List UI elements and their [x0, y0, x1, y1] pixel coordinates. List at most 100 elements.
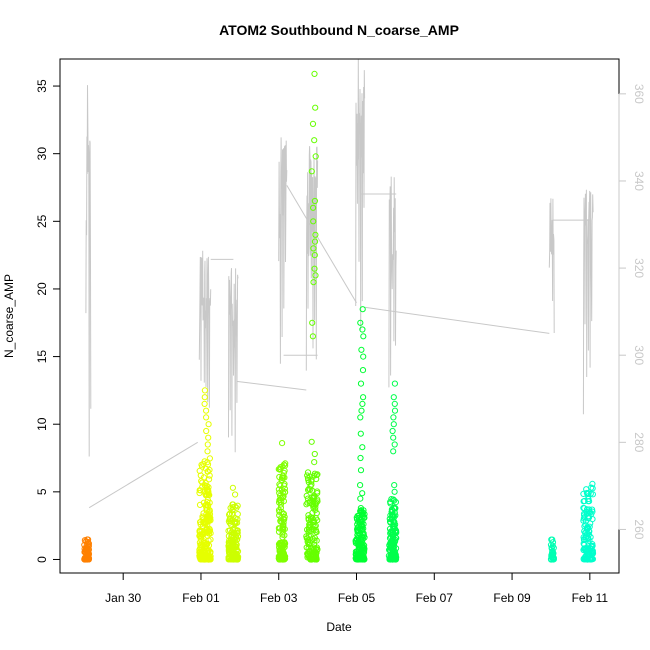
x-axis: Jan 30 Feb 01 Feb 03 Feb 05 Feb 07 Feb 09 Feb … — [105, 572, 608, 605]
data-point — [581, 514, 588, 521]
data-point — [589, 542, 596, 549]
point-cluster — [196, 387, 214, 563]
data-point — [304, 469, 312, 476]
data-point — [311, 548, 318, 555]
data-point — [312, 153, 319, 160]
data-point — [358, 533, 365, 540]
data-point — [310, 204, 317, 211]
y-tick-label: 0 — [35, 556, 49, 563]
data-point — [354, 531, 361, 539]
data-point — [204, 441, 211, 448]
secondary-line-burst — [85, 85, 92, 457]
y-axis: 0 5 10 15 20 25 30 35 — [35, 79, 61, 563]
data-point — [206, 466, 213, 473]
data-point — [81, 541, 88, 549]
data-point — [85, 536, 92, 543]
data-point — [308, 544, 315, 551]
data-point — [234, 502, 241, 509]
y2-tick-label: 300 — [632, 345, 646, 365]
data-point — [230, 525, 237, 533]
data-point — [206, 455, 213, 462]
data-point — [388, 543, 395, 550]
data-point — [311, 265, 318, 272]
data-point — [203, 492, 211, 499]
data-point — [204, 448, 211, 455]
data-point — [388, 534, 395, 541]
data-point — [198, 461, 205, 468]
data-point — [281, 474, 288, 481]
secondary-line-segment — [88, 441, 198, 509]
data-point — [309, 333, 316, 340]
secondary-line-burst — [305, 146, 319, 371]
data-point — [199, 515, 206, 522]
data-point — [279, 440, 286, 447]
data-point — [207, 536, 214, 543]
data-point — [314, 490, 321, 497]
data-point — [279, 494, 286, 501]
data-point — [358, 346, 365, 353]
data-point — [207, 554, 214, 561]
data-point — [277, 465, 284, 473]
data-point — [205, 421, 212, 428]
data-point — [310, 555, 317, 562]
data-point — [392, 556, 399, 563]
point-cluster — [352, 306, 368, 563]
y-tick-label: 35 — [35, 79, 49, 93]
data-point — [580, 490, 587, 497]
data-point — [307, 514, 314, 521]
secondary-line-burst — [228, 268, 239, 453]
y-tick-label: 30 — [35, 147, 49, 161]
data-point — [586, 556, 594, 563]
data-point — [205, 527, 212, 535]
data-point — [206, 476, 213, 483]
point-cluster — [580, 480, 597, 563]
y-tick-label: 15 — [35, 350, 49, 364]
data-point — [303, 492, 310, 499]
data-point — [82, 548, 89, 555]
data-point — [229, 510, 236, 517]
data-point — [589, 485, 596, 492]
plot-frame — [59, 58, 620, 574]
data-point — [309, 319, 316, 326]
data-point — [391, 407, 399, 414]
data-point — [306, 522, 314, 529]
data-point — [392, 548, 399, 555]
data-point — [392, 505, 399, 512]
data-point — [205, 502, 212, 509]
data-point — [388, 508, 395, 515]
data-point — [549, 551, 556, 559]
data-point — [391, 380, 398, 387]
y-tick-label: 5 — [35, 488, 49, 495]
data-point — [357, 482, 364, 489]
data-point — [354, 528, 361, 535]
data-point — [360, 333, 367, 340]
point-cluster — [225, 484, 242, 563]
secondary-line-segment — [236, 380, 307, 391]
data-point — [357, 454, 364, 462]
data-point — [387, 530, 394, 537]
data-point — [359, 490, 366, 497]
data-point — [281, 480, 288, 488]
x-tick-label: Feb 05 — [338, 591, 376, 605]
data-point — [282, 460, 289, 467]
data-point — [232, 491, 239, 498]
data-point — [198, 534, 205, 541]
data-point — [277, 517, 284, 525]
data-point — [360, 353, 367, 360]
y-tick-label: 20 — [35, 282, 49, 296]
data-point — [580, 555, 587, 562]
data-point — [359, 326, 366, 333]
data-point — [230, 551, 237, 559]
data-point — [390, 522, 397, 530]
data-point — [226, 511, 233, 518]
data-point — [352, 548, 359, 555]
data-point — [310, 218, 317, 225]
data-point — [201, 394, 208, 401]
secondary-line-segment — [286, 185, 357, 304]
data-point — [203, 414, 210, 421]
data-point — [276, 555, 284, 562]
data-point — [357, 467, 365, 474]
data-point — [226, 510, 233, 517]
data-point — [589, 491, 597, 498]
